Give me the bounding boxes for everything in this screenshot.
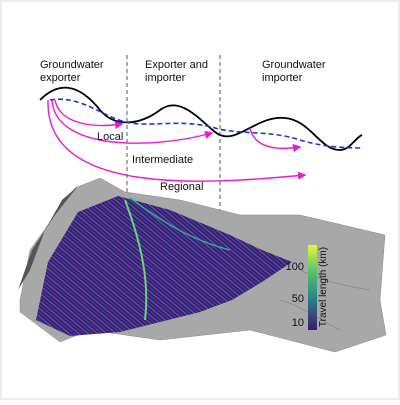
water-table <box>49 98 363 149</box>
colorbar-label: Travel length (km) <box>318 247 329 327</box>
zone-label: Exporter and importer <box>145 59 208 84</box>
flow-label: Local <box>97 131 123 143</box>
flow-path <box>47 99 307 182</box>
zone-label: Groundwater exporter <box>40 59 104 84</box>
terrain-side <box>18 186 78 290</box>
colorbar-tick: 10 <box>292 317 304 329</box>
stream <box>129 197 231 251</box>
flow-path <box>51 99 214 144</box>
zone-label: Groundwater importer <box>262 59 326 84</box>
colorbar-tick: 100 <box>286 261 304 273</box>
land-surface <box>39 86 363 151</box>
flow-label: Regional <box>160 181 203 193</box>
flow-path <box>249 127 302 153</box>
stream <box>124 199 148 321</box>
stream-network <box>36 196 292 336</box>
colorbar <box>308 245 317 330</box>
flow-label: Intermediate <box>132 154 193 166</box>
colorbar-tick: 50 <box>292 293 304 305</box>
flow-path <box>54 99 124 130</box>
